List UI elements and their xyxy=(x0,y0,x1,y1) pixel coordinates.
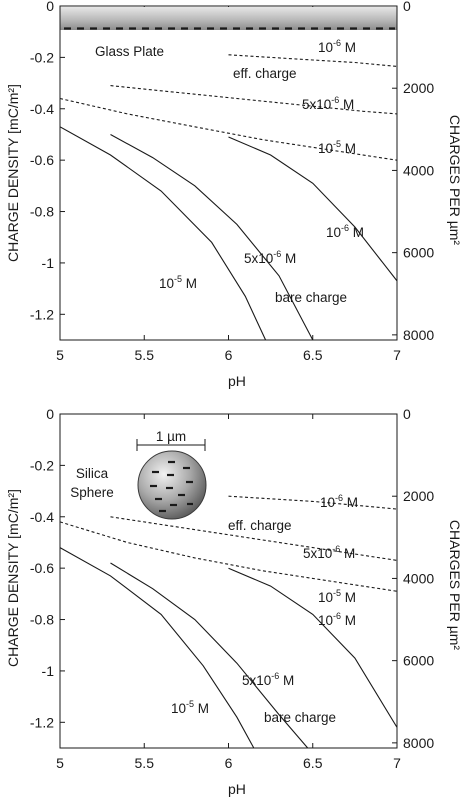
y2-tick-label: 4000 xyxy=(403,570,434,586)
y2-tick-label: 2000 xyxy=(403,488,434,504)
data-curves xyxy=(59,54,398,341)
label-eff-1e-5: 10-5 M xyxy=(318,588,356,605)
silica-sphere-inset: Silica Sphere 1 µm xyxy=(70,428,207,520)
y2-axis-label: CHARGES PER µm² xyxy=(447,115,463,246)
series-eff-10-6-m xyxy=(228,495,398,510)
y-tick-label: 0 xyxy=(46,0,54,14)
tick-labels: 5 5.5 6 6.5 7 0 -0.2 -0.4 -0.6 -0.8 -1 -1.2 0 2000 400… xyxy=(30,0,434,363)
series-eff-5x10-6-m xyxy=(110,516,398,561)
x-tick-label: 5 xyxy=(56,347,64,363)
x-tick-label: 5 xyxy=(56,755,64,771)
y2-tick-label: 8000 xyxy=(403,735,434,751)
scale-bar: 1 µm xyxy=(136,428,206,451)
label-eff-1e-6: 10-6 M xyxy=(318,38,356,55)
y-tick-label: -1 xyxy=(42,255,55,271)
data-curves xyxy=(59,495,398,749)
y-tick-label: -0.8 xyxy=(30,204,54,220)
scale-bar-label: 1 µm xyxy=(156,429,186,444)
glass-plate-image xyxy=(60,7,397,30)
label-bare-1e-6: 10-6 M xyxy=(326,223,364,240)
x-tick-label: 5.5 xyxy=(135,755,155,771)
y-tick-label: -0.4 xyxy=(30,509,54,525)
y-tick-label: -0.6 xyxy=(30,152,54,168)
x-tick-label: 7 xyxy=(393,347,401,363)
y-tick-label: -0.2 xyxy=(30,49,54,65)
series-bare-10-5-m xyxy=(59,126,267,341)
curve-labels: 10-6 M eff. charge 5x10-6 M 10-5 M 10-6 … xyxy=(171,493,358,725)
series-bare-5x10-6-m xyxy=(110,562,309,749)
y2-tick-label: 6000 xyxy=(403,653,434,669)
scale-label-bg xyxy=(150,428,192,444)
y-tick-label: -0.2 xyxy=(30,457,54,473)
label-bare-charge: bare charge xyxy=(275,290,347,305)
series-eff-10-6-m xyxy=(228,54,398,67)
y-axis-label: CHARGE DENSITY [mC/m²] xyxy=(5,84,21,262)
plot-frame xyxy=(59,413,398,749)
x-tick-label: 6 xyxy=(225,347,233,363)
y-tick-label: -0.6 xyxy=(30,560,54,576)
series-eff-10-5-m xyxy=(59,521,398,592)
x-axis-label: pH xyxy=(228,373,246,389)
label-bare-5e-6: 5x10-6 M xyxy=(242,671,294,688)
label-eff-1e-6: 10-6 M xyxy=(320,493,358,510)
tick-labels: 5 5.5 6 6.5 7 0 -0.2 -0.4 -0.6 -0.8 -1 -1.2 0 2000 400… xyxy=(30,406,434,771)
series-eff-5x10-6-m xyxy=(110,85,398,115)
y2-tick-label: 2000 xyxy=(403,80,434,96)
label-eff-5e-6: 5x10-6 M xyxy=(302,95,354,112)
curve-labels: 10-6 M eff. charge 5x10-6 M 10-5 M 10-6 … xyxy=(159,38,364,305)
y-tick-label: -0.8 xyxy=(30,612,54,628)
y2-tick-label: 6000 xyxy=(403,245,434,261)
chart-svg-glass-plate: 5 5.5 6 6.5 7 0 -0.2 -0.4 -0.6 -0.8 -1 -1.2 0 2000 400… xyxy=(5,0,463,389)
label-eff-charge: eff. charge xyxy=(233,66,297,81)
series-eff-10-5-m xyxy=(59,97,398,161)
chart-silica-sphere: 5 5.5 6 6.5 7 0 -0.2 -0.4 -0.6 -0.8 -1 -1.2 0 2000 400… xyxy=(0,400,463,800)
plot-frame xyxy=(59,5,398,341)
label-bare-charge: bare charge xyxy=(264,710,336,725)
series-bare-10-6-m xyxy=(228,136,398,282)
label-bare-5e-6: 5x10-6 M xyxy=(244,249,296,266)
y2-tick-label: 0 xyxy=(403,0,411,14)
x-tick-label: 6.5 xyxy=(303,347,323,363)
glass-plate-inset: Glass Plate xyxy=(60,7,397,59)
label-eff-5e-6: 5x10-6 M xyxy=(303,544,355,561)
label-bare-1e-5: 10-5 M xyxy=(171,699,209,716)
label-bare-1e-6: 10-6 M xyxy=(318,611,356,628)
series-bare-10-6-m xyxy=(228,567,398,728)
label-bare-1e-5: 10-5 M xyxy=(159,274,197,291)
label-eff-charge: eff. charge xyxy=(228,518,292,533)
x-tick-label: 6.5 xyxy=(303,755,323,771)
y-tick-label: -1.2 xyxy=(30,714,54,730)
y-axis-label: CHARGE DENSITY [mC/m²] xyxy=(5,489,21,667)
y2-axis-label: CHARGES PER µm² xyxy=(447,520,463,651)
y-tick-label: 0 xyxy=(46,406,54,422)
y-tick-label: -0.4 xyxy=(30,101,54,117)
x-axis-label: pH xyxy=(228,781,246,797)
tick-marks xyxy=(59,413,398,748)
x-tick-label: 7 xyxy=(393,755,401,771)
chart-svg-silica-sphere: 5 5.5 6 6.5 7 0 -0.2 -0.4 -0.6 -0.8 -1 -1.2 0 2000 400… xyxy=(5,406,463,797)
series-bare-10-5-m xyxy=(59,547,255,749)
chart-glass-plate: 5 5.5 6 6.5 7 0 -0.2 -0.4 -0.6 -0.8 -1 -1.2 0 2000 400… xyxy=(0,0,463,400)
y2-tick-label: 8000 xyxy=(403,327,434,343)
x-tick-label: 5.5 xyxy=(135,347,155,363)
glass-plate-label: Glass Plate xyxy=(95,44,164,59)
silica-label: Silica xyxy=(76,466,109,481)
y-tick-label: -1 xyxy=(42,663,55,679)
y2-tick-label: 0 xyxy=(403,406,411,422)
series-bare-5x10-6-m xyxy=(110,134,314,341)
sphere-surface-charges xyxy=(150,460,193,513)
y-tick-label: -1.2 xyxy=(30,306,54,322)
label-eff-1e-5: 10-5 M xyxy=(318,139,356,156)
sphere-label: Sphere xyxy=(70,485,114,500)
y2-tick-label: 4000 xyxy=(403,162,434,178)
x-tick-label: 6 xyxy=(225,755,233,771)
